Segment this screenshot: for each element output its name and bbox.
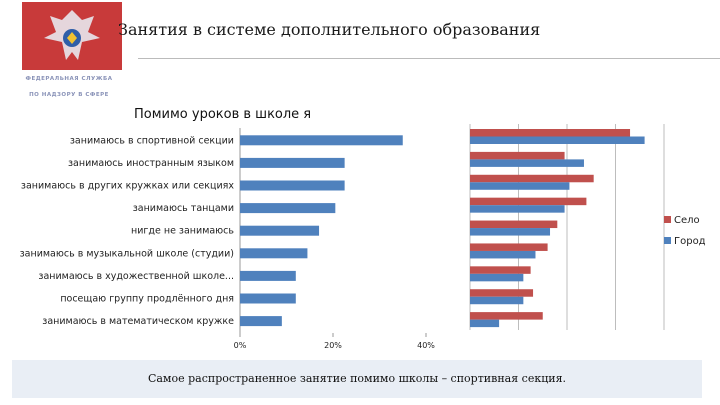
left-x-tick-label: 20% [324, 341, 342, 350]
right-bar-gorod [470, 273, 524, 282]
right-bar-selo [470, 151, 565, 160]
right-bar-selo [470, 174, 594, 183]
agency-name-line1: ФЕДЕРАЛЬНАЯ СЛУЖБА [25, 76, 113, 82]
left-x-tick-label: 40% [417, 341, 435, 350]
right-bar-selo [470, 243, 548, 251]
right-bar-gorod [470, 296, 524, 305]
left-category-label: занимаюсь в других кружках или секциях [21, 181, 234, 192]
right-bar-gorod [470, 182, 570, 190]
left-bar [240, 157, 345, 168]
left-bar [240, 180, 345, 191]
right-bar-gorod [470, 250, 536, 259]
left-category-label: занимаюсь в спортивной секции [70, 135, 234, 146]
left-bar [240, 135, 403, 146]
right-bar-selo [470, 289, 534, 297]
right-bar-gorod [470, 159, 584, 167]
left-bar [240, 270, 296, 281]
agency-logo-icon [22, 2, 122, 70]
left-category-label: занимаюсь иностранным языком [68, 158, 234, 169]
caption-text: Самое распространенное занятие помимо шк… [147, 372, 567, 385]
legend-swatch [664, 216, 671, 223]
agency-name-line2: ПО НАДЗОРУ В СФЕРЕ [29, 92, 109, 98]
right-bar-gorod [470, 205, 565, 213]
left-category-label: посещаю группу продлённого дня [60, 294, 234, 305]
left-x-tick-label: 0% [234, 341, 247, 350]
right-bar-selo [470, 129, 631, 137]
right-bar-selo [470, 220, 558, 229]
left-category-label: занимаюсь танцами [133, 203, 234, 214]
right-bar-gorod [470, 319, 500, 328]
left-bar [240, 316, 282, 327]
left-category-label: нигде не занимаюсь [131, 226, 234, 237]
left-category-label: занимаюсь в математическом кружке [42, 316, 234, 327]
caption-box: Самое распространенное занятие помимо шк… [12, 360, 702, 398]
legend-label: Село [674, 215, 700, 226]
right-bar-gorod [470, 228, 551, 236]
left-category-label: занимаюсь в художественной школе... [38, 271, 234, 282]
left-bar [240, 203, 336, 214]
charts-canvas: занимаюсь в спортивной секции занимаюсь и… [20, 124, 706, 350]
chart-title: Помимо уроков в школе я [134, 107, 312, 122]
left-bar [240, 293, 296, 304]
legend-swatch [664, 237, 671, 244]
right-bar-selo [470, 266, 531, 274]
left-category-label: занимаюсь в музыкальной школе (студии) [20, 248, 234, 259]
left-bar [240, 248, 308, 259]
legend-label: Город [674, 236, 706, 247]
right-bar-selo [470, 197, 587, 206]
page-title: Занятия в системе дополнительного образо… [118, 20, 541, 39]
right-bar-gorod [470, 136, 645, 144]
right-bar-selo [470, 312, 543, 320]
left-bar [240, 225, 320, 236]
title-divider [138, 58, 720, 59]
